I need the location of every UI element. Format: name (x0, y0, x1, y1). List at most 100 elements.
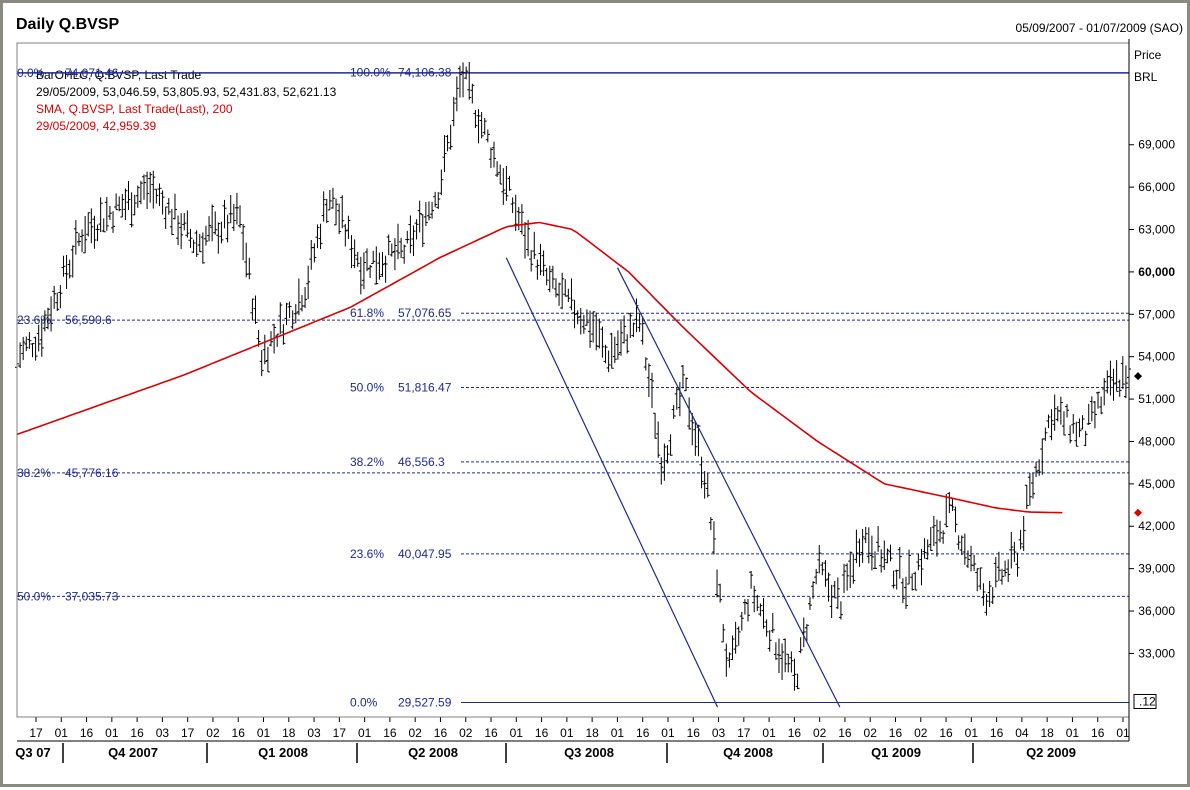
x-tick-label: 01 (55, 726, 69, 740)
ohlc-bar (910, 573, 915, 591)
quarter-label: Q3 07 (15, 745, 50, 760)
ohlc-bar (259, 350, 264, 377)
ohlc-bar (101, 218, 106, 233)
ohlc-bar (284, 302, 289, 325)
x-tick-label: 16 (788, 726, 802, 740)
x-tick-label: 16 (838, 726, 852, 740)
legend-entry: 29/05/2009, 42,959.39 (36, 119, 156, 133)
ohlc-bar (488, 147, 493, 169)
ohlc-bar (383, 255, 388, 283)
ohlc-bar (111, 211, 116, 233)
ohlc-bar (473, 109, 478, 129)
ohlc-bar (485, 129, 490, 143)
ohlc-bar (451, 96, 456, 127)
ohlc-bar (913, 571, 918, 591)
ohlc-bar (219, 221, 224, 244)
ohlc-bar (817, 545, 822, 574)
ohlc-bar (157, 183, 162, 207)
ohlc-bar (135, 185, 140, 208)
ohlc-bar (826, 572, 831, 602)
ohlc-bar (897, 546, 902, 579)
ohlc-bar (544, 267, 549, 286)
ohlc-bar (730, 635, 735, 660)
ohlc-bar (439, 169, 444, 196)
ohlc-bar (869, 535, 874, 571)
ohlc-bar (637, 313, 642, 332)
x-tick-label: 01 (965, 726, 979, 740)
ohlc-bar (188, 228, 193, 248)
ohlc-bar (290, 310, 295, 330)
ohlc-bar (823, 560, 828, 587)
ohlc-bar (207, 216, 212, 242)
ohlc-bar (76, 232, 81, 247)
ohlc-bar (674, 387, 679, 410)
x-tick-label: 01 (661, 726, 675, 740)
fib-pct: 38.2% (17, 466, 51, 480)
ohlc-bar (30, 343, 35, 358)
ohlc-bar (225, 214, 230, 243)
fib-value: 40,047.95 (398, 547, 452, 561)
ohlc-bar (1006, 559, 1011, 583)
ohlc-bar (845, 563, 850, 591)
x-tick-label: 17 (333, 726, 347, 740)
ohlc-bar (619, 319, 624, 356)
ohlc-bar (392, 238, 397, 271)
ohlc-bar (371, 250, 376, 264)
ohlc-bar (365, 248, 370, 272)
ohlc-bar (522, 222, 527, 259)
ohlc-bar (646, 363, 651, 397)
ohlc-bar (126, 181, 131, 211)
ohlc-bar (228, 195, 233, 224)
ohlc-bar (250, 298, 255, 321)
x-tick-label: 01 (1116, 726, 1130, 740)
ohlc-bar (721, 624, 726, 643)
ohlc-bar (962, 533, 967, 565)
ohlc-bar (668, 434, 673, 456)
ohlc-bar (482, 118, 487, 135)
ohlc-bar (953, 506, 958, 533)
ohlc-bar (417, 200, 422, 233)
x-tick-label: 02 (409, 726, 423, 740)
fib-value: 56,590.6 (65, 313, 112, 327)
sma-path (16, 221, 1063, 514)
ohlc-bar (947, 491, 952, 514)
ohlc-bar (501, 168, 506, 205)
x-tick-label: 16 (232, 726, 246, 740)
x-tick-label: 16 (383, 726, 397, 740)
ohlc-bar (557, 282, 562, 306)
y-tick-label: 51,000 (1138, 392, 1175, 406)
y-tick-label: 48,000 (1138, 434, 1175, 448)
ohlc-bar (395, 223, 400, 260)
ohlc-bar (566, 288, 571, 303)
ohlc-bar (114, 193, 119, 211)
ohlc-bar (21, 336, 26, 361)
ohlc-bar (61, 255, 66, 277)
quarter-label: Q2 2009 (1026, 745, 1076, 760)
ohlc-bar (950, 498, 955, 511)
channel-line (616, 267, 841, 708)
ohlc-bar (984, 594, 989, 616)
ohlc-bar (882, 540, 887, 571)
ohlc-bar (216, 222, 221, 254)
ohlc-bar (470, 83, 475, 104)
ohlc-bar (504, 165, 509, 201)
ohlc-bar (733, 621, 738, 654)
ohlc-bar (792, 658, 797, 691)
ohlc-bar (764, 619, 769, 637)
ohlc-bar (879, 549, 884, 573)
ohlc-bar (631, 322, 636, 338)
ohlc-bar (346, 215, 351, 239)
ohlc-bar (1052, 394, 1057, 431)
channel-lines (505, 257, 841, 708)
ohlc-bar (941, 530, 946, 544)
ohlc-bar (591, 311, 596, 343)
ohlc-bar (129, 192, 134, 228)
ohlc-bar (1034, 461, 1039, 477)
ohlc-bar (327, 189, 332, 211)
legend-entry: 29/05/2009, 53,046.59, 53,805.93, 52,431… (36, 85, 337, 99)
ohlc-bar (210, 204, 215, 242)
ohlc-bar (711, 521, 716, 555)
ohlc-bar (461, 62, 466, 98)
ohlc-bar (1123, 365, 1128, 399)
ohlc-bar (603, 344, 608, 364)
